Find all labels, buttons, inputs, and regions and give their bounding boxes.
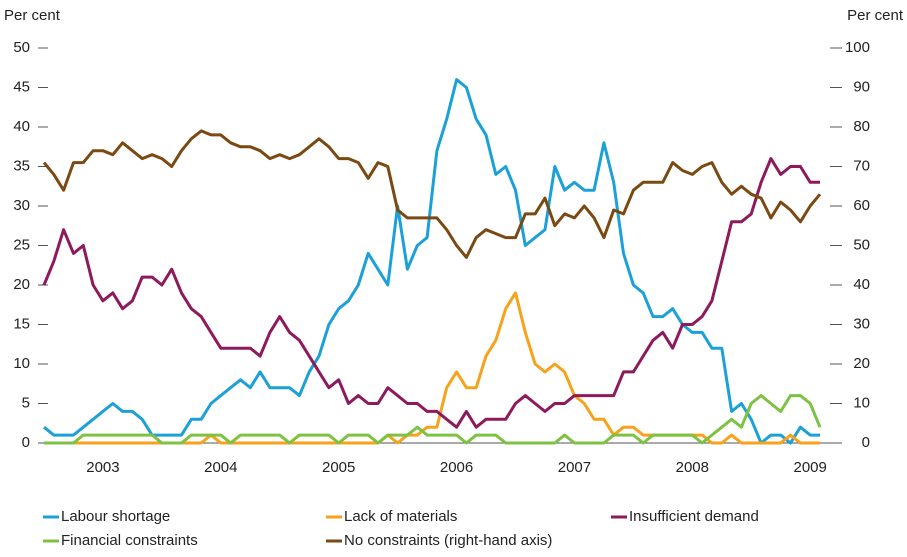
series-line: [44, 394, 822, 445]
y2-tick-label: 10: [853, 394, 870, 411]
x-tick-label: 2007: [558, 459, 591, 476]
legend-label: Insufficient demand: [629, 508, 759, 525]
legend-label: Lack of materials: [344, 508, 457, 525]
y-tick-label: 15: [13, 315, 30, 332]
y-axis-label: Per cent: [4, 7, 61, 24]
y-tick-label: 40: [13, 118, 30, 135]
x-tick-label: 2008: [676, 459, 709, 476]
x-tick-label: 2005: [322, 459, 355, 476]
y2-tick-label: 0: [862, 434, 870, 451]
y2-tick-label: 60: [853, 197, 870, 214]
x-tick-label: 2006: [440, 459, 473, 476]
legend-label: No constraints (right-hand axis): [344, 532, 552, 549]
y2-tick-label: 50: [853, 236, 870, 253]
y2-tick-label: 90: [853, 78, 870, 95]
series-line: [43, 78, 820, 445]
y2-tick-label: 80: [853, 118, 870, 135]
y2-axis-label: Per cent: [847, 7, 904, 24]
y-tick-label: 20: [13, 276, 30, 293]
y2-tick-label: 40: [853, 276, 870, 293]
x-tick-label: 2003: [86, 459, 119, 476]
x-tick-label: 2004: [204, 459, 237, 476]
y-tick-label: 30: [13, 197, 30, 214]
x-tick-label: 2009: [793, 459, 826, 476]
y-tick-label: 0: [22, 434, 30, 451]
y-tick-label: 10: [13, 355, 30, 372]
series-line: [42, 129, 822, 259]
y-tick-label: 5: [22, 394, 30, 411]
y2-tick-label: 30: [853, 315, 870, 332]
series-line: [42, 157, 820, 429]
y-tick-label: 25: [13, 236, 30, 253]
y2-tick-label: 20: [853, 355, 870, 372]
y2-tick-label: 100: [845, 39, 870, 56]
y-tick-label: 50: [13, 39, 30, 56]
y-tick-label: 45: [13, 78, 30, 95]
legend-label: Labour shortage: [61, 508, 170, 525]
legend-label: Financial constraints: [61, 532, 198, 549]
y-tick-label: 35: [13, 157, 30, 174]
y2-tick-label: 70: [853, 157, 870, 174]
